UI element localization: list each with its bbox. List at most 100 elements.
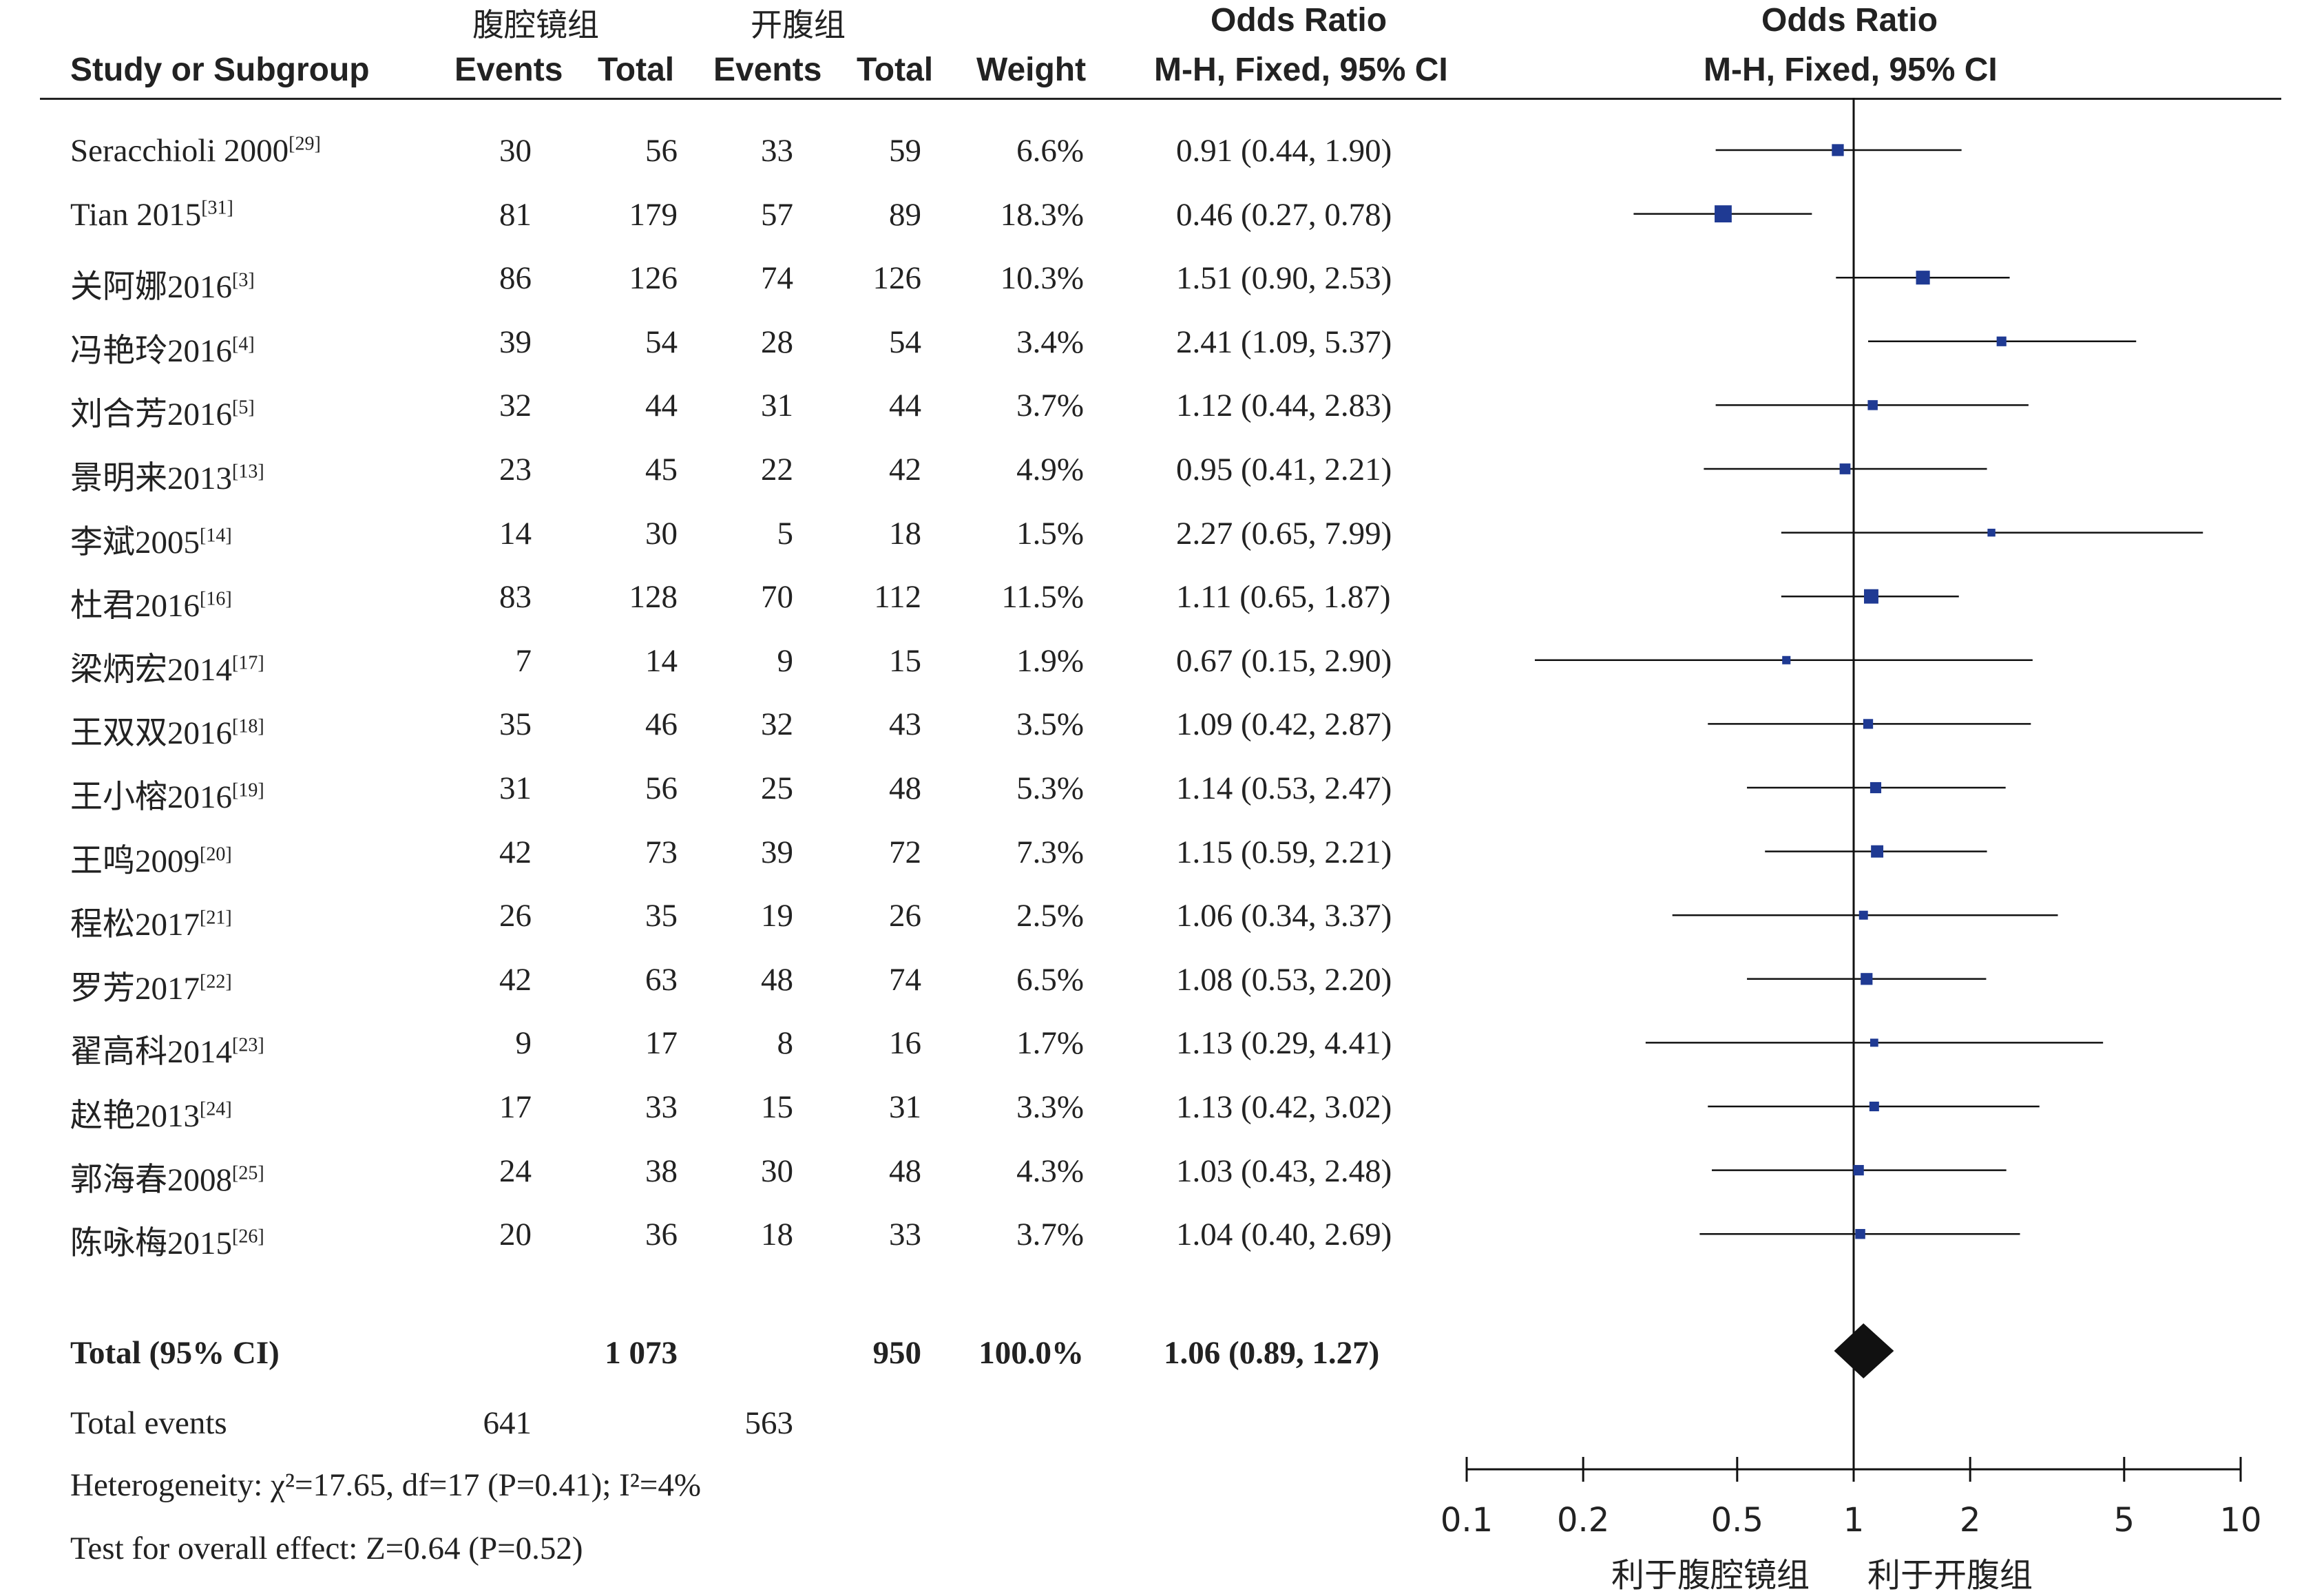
study-ref: [22]: [200, 971, 232, 993]
study-label: 郭海春2008: [70, 1162, 232, 1198]
events2-cell: 70: [761, 579, 793, 615]
events2-cell: 30: [761, 1153, 793, 1189]
or-ci-cell: 1.12 (0.44, 2.83): [1176, 388, 1392, 423]
study-name: 罗芳2017[22]: [70, 961, 232, 1009]
total2-cell: 44: [889, 388, 921, 423]
heterogeneity-text: Heterogeneity: χ²=17.65, df=17 (P=0.41);…: [70, 1467, 702, 1503]
total2-cell: 31: [889, 1089, 921, 1125]
study-name: 景明来2013[13]: [70, 451, 264, 498]
or-ci-cell: 1.11 (0.65, 1.87): [1176, 579, 1391, 615]
or-ci-cell: 1.13 (0.42, 3.02): [1176, 1089, 1392, 1125]
total1-cell: 56: [645, 770, 678, 806]
study-ref: [20]: [200, 843, 232, 865]
point-estimate: [1916, 271, 1930, 285]
total1-cell: 179: [629, 197, 678, 233]
events1-cell: 39: [499, 324, 532, 360]
total1-cell: 36: [645, 1217, 678, 1252]
study-label: 王双双2016: [70, 715, 232, 751]
or-ci-cell: 1.08 (0.53, 2.20): [1176, 962, 1392, 998]
total-events-1: 641: [483, 1405, 532, 1441]
events2-cell: 31: [761, 388, 793, 423]
weight-cell: 1.7%: [1016, 1025, 1084, 1061]
plot-method-header: M-H, Fixed, 95% CI: [1704, 52, 1998, 88]
study-name: 冯艳玲2016[4]: [70, 324, 255, 371]
study-ref: [18]: [232, 715, 264, 737]
study-name: 王小榕2016[19]: [70, 770, 264, 817]
study-label: 冯艳玲2016: [70, 333, 232, 369]
weight-cell: 3.3%: [1016, 1089, 1084, 1125]
weight-cell: 2.5%: [1016, 898, 1084, 934]
total2-cell: 43: [889, 706, 921, 742]
study-label: 梁炳宏2014: [70, 652, 232, 688]
or-ci-cell: 1.06 (0.34, 3.37): [1176, 898, 1392, 934]
study-label: 陈咏梅2015: [70, 1226, 232, 1261]
or-ci-cell: 1.51 (0.90, 2.53): [1176, 260, 1392, 296]
study-name: 王鸣2009[20]: [70, 834, 232, 881]
point-estimate: [1864, 589, 1878, 604]
study-name: 刘合芳2016[5]: [70, 387, 255, 434]
weight-cell: 5.3%: [1016, 770, 1084, 806]
or-ci-cell: 1.15 (0.59, 2.21): [1176, 834, 1392, 870]
overall-effect-text: Test for overall effect: Z=0.64 (P=0.52): [70, 1531, 583, 1566]
events1-cell: 23: [499, 452, 532, 487]
study-ref: [19]: [232, 779, 264, 801]
events1-cell: 86: [499, 260, 532, 296]
study-ref: [23]: [232, 1034, 264, 1056]
events1-cell: 42: [499, 834, 532, 870]
events2-cell: 5: [777, 516, 794, 552]
events1-header: Events: [454, 52, 563, 88]
events2-cell: 39: [761, 834, 793, 870]
or-ci-cell: 1.13 (0.29, 4.41): [1176, 1025, 1392, 1061]
study-label: 景明来2013: [70, 461, 232, 496]
point-estimate: [1861, 973, 1873, 985]
study-name: 程松2017[21]: [70, 897, 232, 945]
total2-cell: 112: [874, 579, 921, 615]
total2-cell: 54: [889, 324, 921, 360]
study-ref: [5]: [232, 397, 255, 419]
events1-cell: 35: [499, 706, 532, 742]
total1-cell: 45: [645, 452, 678, 487]
x-tick-label: 10: [2219, 1501, 2261, 1540]
total1-header: Total: [598, 52, 675, 88]
events2-cell: 48: [761, 962, 793, 998]
total2-cell: 48: [889, 1153, 921, 1189]
total1-cell: 17: [645, 1025, 678, 1061]
weight-header: Weight: [976, 52, 1087, 88]
study-label: 赵艳2013: [70, 1098, 200, 1134]
study-name: 赵艳2013[24]: [70, 1089, 232, 1136]
total2-cell: 33: [889, 1217, 921, 1252]
weight-cell: 11.5%: [1001, 579, 1084, 615]
study-name: 梁炳宏2014[17]: [70, 642, 264, 690]
point-estimate: [1870, 781, 1882, 794]
total1-cell: 14: [645, 643, 678, 679]
total2-cell: 26: [889, 898, 921, 934]
point-estimate: [1867, 400, 1878, 410]
odds-ratio-col-title: Odds Ratio: [1211, 2, 1387, 39]
total1-cell: 54: [645, 324, 678, 360]
events1-cell: 31: [499, 770, 532, 806]
or-ci-cell: 1.09 (0.42, 2.87): [1176, 706, 1392, 742]
total1-cell: 44: [645, 388, 678, 423]
study-label: 王小榕2016: [70, 779, 232, 815]
study-ref: [17]: [232, 652, 264, 674]
study-name: Tian 2015[31]: [70, 196, 233, 233]
plot-title: Odds Ratio: [1761, 2, 1938, 39]
study-name: 李斌2005[14]: [70, 515, 232, 563]
or-ci-cell: 0.46 (0.27, 0.78): [1176, 197, 1392, 233]
events2-cell: 74: [761, 260, 793, 296]
point-estimate: [1715, 205, 1732, 223]
point-estimate: [1987, 528, 1996, 537]
events2-cell: 57: [761, 197, 793, 233]
study-ref: [31]: [201, 197, 233, 219]
total1-cell: 38: [645, 1153, 678, 1189]
or-ci-cell: 2.27 (0.65, 7.99): [1176, 516, 1392, 552]
events1-cell: 7: [515, 643, 532, 679]
total1-cell: 30: [645, 516, 678, 552]
events1-cell: 9: [515, 1025, 532, 1061]
total2-header: Total: [857, 52, 934, 88]
weight-cell: 4.9%: [1016, 452, 1084, 487]
study-ref: [21]: [200, 907, 232, 929]
total1-cell: 126: [629, 260, 678, 296]
x-tick-label: 1: [1843, 1501, 1865, 1540]
